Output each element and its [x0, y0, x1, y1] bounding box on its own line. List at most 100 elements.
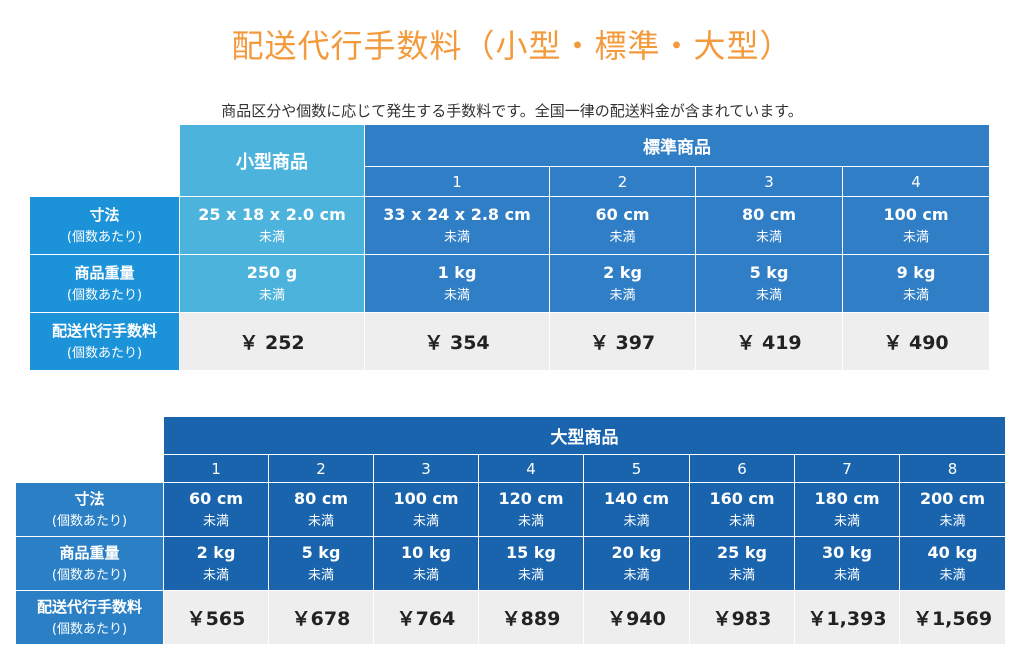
weight-value: 1 kg: [437, 262, 477, 282]
row-label-main: 寸法: [89, 205, 120, 224]
size-cell: 100 cm 未満: [842, 196, 990, 255]
weight-cell: 9 kg 未満: [842, 254, 990, 313]
weight-value: 10 kg: [401, 542, 451, 562]
fee-value: ￥889: [478, 590, 584, 645]
weight-value: 5 kg: [301, 542, 341, 562]
tier-number: 4: [478, 454, 584, 483]
size-value: 100 cm: [393, 488, 459, 508]
weight-value: 5 kg: [749, 262, 789, 282]
size-value: 80 cm: [742, 204, 796, 224]
tier-number: 1: [364, 166, 550, 197]
under-label: 未満: [728, 513, 755, 529]
fee-value: ￥ 252: [179, 312, 365, 371]
size-value: 120 cm: [498, 488, 564, 508]
under-label: 未満: [609, 229, 636, 245]
size-cell: 80 cm 未満: [695, 196, 843, 255]
under-label: 未満: [939, 513, 966, 529]
weight-cell: 25 kg 未満: [689, 536, 795, 591]
small-product-header: 小型商品: [179, 124, 365, 197]
weight-cell: 15 kg 未満: [478, 536, 584, 591]
under-label: 未満: [755, 287, 782, 303]
tier-number: 4: [842, 166, 990, 197]
weight-cell: 30 kg 未満: [794, 536, 900, 591]
under-label: 未満: [728, 567, 755, 583]
size-value: 180 cm: [814, 488, 880, 508]
size-value: 160 cm: [709, 488, 775, 508]
large-fee-table: 大型商品 1 2 3 4 5 6 7 8 寸法 (個数あたり) 60 cm 未満 …: [15, 416, 1006, 645]
page-subtitle: 商品区分や個数に応じて発生する手数料です。全国一律の配送料金が含まれています。: [221, 102, 803, 120]
under-label: 未満: [833, 567, 860, 583]
under-label: 未満: [609, 287, 636, 303]
corner-cell: [15, 416, 164, 483]
tier-number: 5: [583, 454, 690, 483]
row-label-fee: 配送代行手数料 (個数あたり): [29, 312, 180, 371]
size-cell: 60 cm 未満: [549, 196, 696, 255]
tier-number: 6: [689, 454, 795, 483]
fee-value: ￥ 490: [842, 312, 990, 371]
size-value: 80 cm: [294, 488, 348, 508]
under-label: 未満: [517, 513, 544, 529]
weight-cell: 5 kg 未満: [695, 254, 843, 313]
fee-value: ￥ 397: [549, 312, 696, 371]
under-label: 未満: [307, 513, 334, 529]
weight-value: 30 kg: [822, 542, 872, 562]
weight-cell: 10 kg 未満: [373, 536, 479, 591]
large-product-header: 大型商品: [163, 416, 1006, 455]
row-label-fee: 配送代行手数料 (個数あたり): [15, 590, 164, 645]
tier-number: 3: [695, 166, 843, 197]
small-standard-fee-table: 小型商品 標準商品 1 2 3 4 寸法 (個数あたり) 25 x 18 x 2…: [29, 124, 990, 371]
tier-number: 1: [163, 454, 269, 483]
size-cell: 60 cm 未満: [163, 482, 269, 537]
row-label-sub: (個数あたり): [66, 229, 143, 245]
under-label: 未満: [833, 513, 860, 529]
size-cell: 25 x 18 x 2.0 cm 未満: [179, 196, 365, 255]
weight-value: 9 kg: [896, 262, 936, 282]
under-label: 未満: [202, 567, 229, 583]
fee-value: ￥565: [163, 590, 269, 645]
weight-value: 20 kg: [611, 542, 662, 562]
row-label-sub: (個数あたり): [66, 287, 143, 303]
size-cell: 120 cm 未満: [478, 482, 584, 537]
size-value: 60 cm: [189, 488, 243, 508]
size-cell: 100 cm 未満: [373, 482, 479, 537]
size-cell: 33 x 24 x 2.8 cm 未満: [364, 196, 550, 255]
under-label: 未満: [939, 567, 966, 583]
standard-product-header: 標準商品: [364, 124, 990, 167]
fee-value: ￥ 354: [364, 312, 550, 371]
row-label-main: 商品重量: [74, 263, 135, 282]
weight-cell: 5 kg 未満: [268, 536, 374, 591]
size-value: 140 cm: [603, 488, 670, 508]
size-cell: 200 cm 未満: [899, 482, 1006, 537]
size-cell: 80 cm 未満: [268, 482, 374, 537]
corner-cell: [29, 124, 180, 197]
tier-number: 2: [268, 454, 374, 483]
fee-value: ￥764: [373, 590, 479, 645]
weight-cell: 2 kg 未満: [163, 536, 269, 591]
fee-value: ￥983: [689, 590, 795, 645]
row-label-main: 寸法: [74, 489, 105, 508]
under-label: 未満: [202, 513, 229, 529]
row-label-sub: (個数あたり): [51, 567, 128, 583]
tier-number: 3: [373, 454, 479, 483]
size-value: 200 cm: [919, 488, 986, 508]
tier-number: 8: [899, 454, 1006, 483]
under-label: 未満: [623, 567, 650, 583]
row-label-size: 寸法 (個数あたり): [29, 196, 180, 255]
under-label: 未満: [258, 229, 285, 245]
weight-value: 2 kg: [196, 542, 236, 562]
fee-value: ￥678: [268, 590, 374, 645]
weight-value: 250 g: [246, 262, 298, 282]
weight-cell: 40 kg 未満: [899, 536, 1006, 591]
under-label: 未満: [902, 229, 929, 245]
size-cell: 180 cm 未満: [794, 482, 900, 537]
row-label-sub: (個数あたり): [51, 621, 128, 637]
under-label: 未満: [412, 513, 439, 529]
fee-value: ￥ 419: [695, 312, 843, 371]
fee-value: ￥1,393: [794, 590, 900, 645]
weight-value: 25 kg: [717, 542, 767, 562]
row-label-weight: 商品重量 (個数あたり): [15, 536, 164, 591]
row-label-sub: (個数あたり): [51, 513, 128, 529]
row-label-size: 寸法 (個数あたり): [15, 482, 164, 537]
weight-value: 40 kg: [927, 542, 978, 562]
under-label: 未満: [443, 287, 470, 303]
